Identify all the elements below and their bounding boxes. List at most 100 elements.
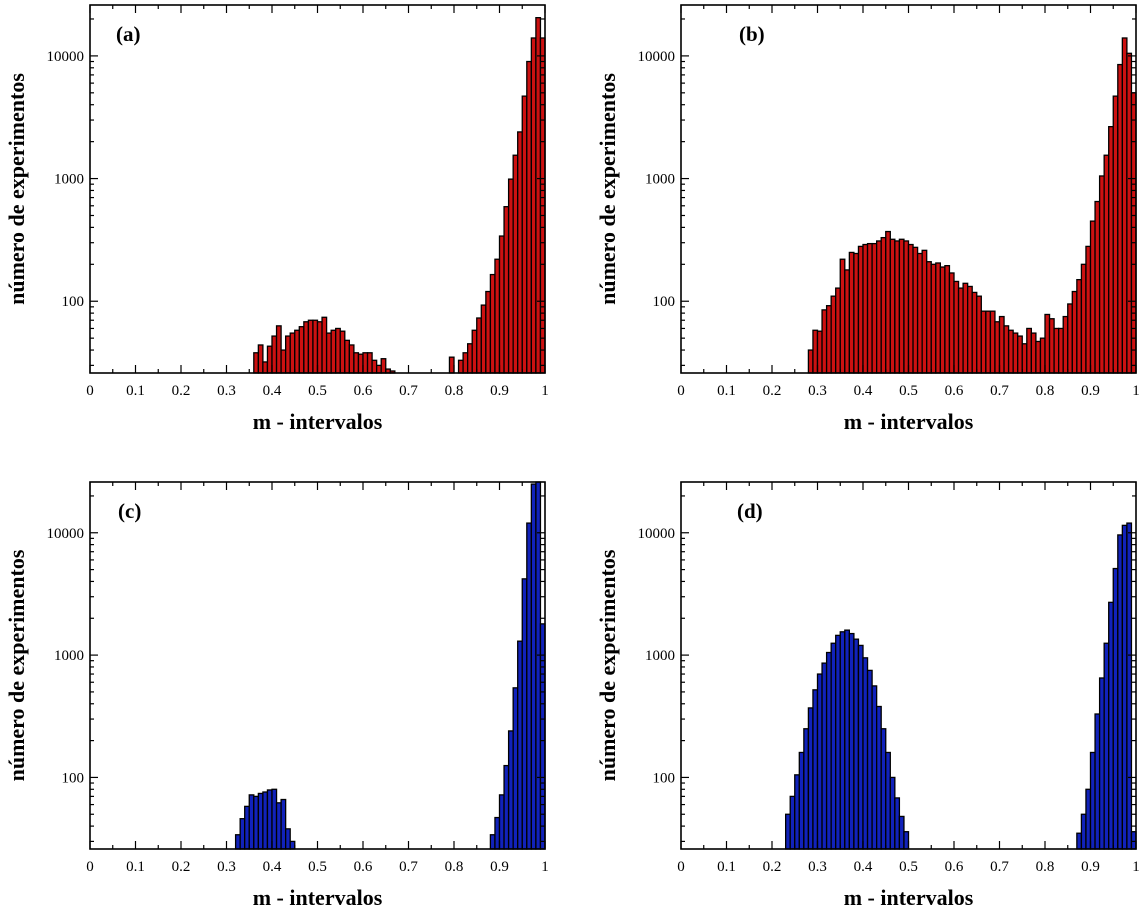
bar bbox=[807, 349, 814, 374]
bar bbox=[894, 240, 901, 374]
bar bbox=[1080, 263, 1087, 374]
bars bbox=[253, 17, 546, 374]
x-tick-label: 0.9 bbox=[1081, 383, 1100, 399]
bar bbox=[1098, 677, 1105, 850]
bar bbox=[266, 789, 273, 850]
x-tick-label: 1 bbox=[541, 859, 549, 875]
bar bbox=[785, 813, 791, 850]
bar bbox=[794, 774, 800, 850]
bar bbox=[912, 246, 919, 374]
bar bbox=[535, 481, 542, 850]
bar bbox=[489, 834, 496, 850]
bar bbox=[1071, 290, 1078, 374]
x-tick-label: 0.8 bbox=[445, 859, 464, 875]
y-tick-label: 10000 bbox=[638, 526, 676, 542]
bar bbox=[853, 638, 860, 850]
panel-label: (a) bbox=[116, 22, 141, 46]
y-tick-label: 1000 bbox=[645, 648, 675, 664]
bar bbox=[857, 644, 864, 850]
x-tick-label: 0.7 bbox=[399, 383, 418, 399]
x-axis: 0 0.1 0.2 0.3 0.4 0.5 0.6 0.7 0.8 0.9 1 bbox=[86, 5, 549, 399]
bar bbox=[998, 315, 1005, 374]
y-axis-title: número de experimentos bbox=[4, 549, 29, 781]
bar bbox=[898, 815, 905, 850]
x-tick-label: 1 bbox=[1132, 859, 1140, 875]
panel-d: 0 0.1 0.2 0.3 0.4 0.5 0.6 0.7 0.8 0.9 1 100 1000 1000… bbox=[595, 481, 1140, 910]
x-tick-label: 0.4 bbox=[263, 859, 282, 875]
bar bbox=[866, 669, 873, 850]
bar bbox=[789, 795, 796, 850]
x-tick-label: 0.5 bbox=[899, 383, 918, 399]
bar bbox=[948, 272, 955, 374]
bar bbox=[375, 364, 382, 374]
x-axis-title: m - intervalos bbox=[844, 409, 974, 434]
bar bbox=[967, 285, 973, 374]
x-tick-label: 0.3 bbox=[808, 859, 827, 875]
x-axis-title: m - intervalos bbox=[844, 885, 974, 910]
bar bbox=[1126, 52, 1133, 374]
bar bbox=[498, 235, 505, 374]
bar bbox=[1094, 200, 1101, 374]
y-axis: 100 1000 10000 bbox=[47, 18, 545, 366]
bar bbox=[353, 352, 360, 374]
bar bbox=[303, 321, 310, 374]
bar bbox=[1094, 713, 1101, 850]
bar bbox=[830, 295, 837, 374]
bar bbox=[526, 522, 532, 850]
bar bbox=[1039, 337, 1046, 374]
bar bbox=[284, 335, 291, 374]
bar bbox=[1126, 522, 1133, 850]
bar bbox=[880, 236, 887, 374]
bar bbox=[857, 245, 864, 374]
bar bbox=[1007, 329, 1014, 374]
x-tick-label: 0.6 bbox=[945, 859, 964, 875]
bar bbox=[457, 359, 464, 374]
bar bbox=[1026, 327, 1033, 374]
bar bbox=[825, 305, 832, 374]
bar bbox=[844, 269, 850, 374]
bar bbox=[494, 816, 501, 850]
panel-b: 0 0.1 0.2 0.3 0.4 0.5 0.6 0.7 0.8 0.9 1 100 1000 1000… bbox=[595, 4, 1140, 434]
bar bbox=[1044, 313, 1051, 374]
bars bbox=[807, 37, 1137, 374]
bar bbox=[898, 238, 905, 374]
x-tick-label: 0.8 bbox=[1036, 383, 1055, 399]
x-tick-label: 0.2 bbox=[172, 383, 191, 399]
bar bbox=[348, 344, 355, 374]
bar bbox=[1085, 788, 1092, 850]
bar bbox=[289, 840, 296, 850]
bar bbox=[812, 329, 819, 374]
bar bbox=[253, 352, 260, 374]
bar bbox=[939, 266, 946, 374]
bar bbox=[362, 352, 369, 374]
bar bbox=[935, 262, 941, 374]
plot-frame bbox=[89, 481, 546, 850]
bar bbox=[816, 330, 823, 374]
bar bbox=[1108, 126, 1114, 374]
bar bbox=[903, 831, 910, 850]
x-tick-label: 0 bbox=[86, 383, 94, 399]
x-tick-label: 0.6 bbox=[945, 383, 964, 399]
y-tick-label: 1000 bbox=[645, 172, 675, 188]
bar bbox=[380, 358, 387, 374]
x-tick-label: 0.7 bbox=[990, 383, 1009, 399]
bar bbox=[366, 352, 373, 374]
bar bbox=[485, 290, 492, 374]
x-tick-label: 0.1 bbox=[717, 383, 736, 399]
bar bbox=[1035, 340, 1042, 374]
bar bbox=[862, 657, 869, 850]
bar bbox=[930, 263, 937, 374]
x-tick-label: 0.9 bbox=[490, 383, 509, 399]
bar bbox=[476, 317, 482, 374]
bar bbox=[889, 238, 896, 374]
bar bbox=[271, 335, 278, 374]
bar bbox=[257, 792, 264, 850]
bar bbox=[976, 295, 982, 374]
bar bbox=[507, 730, 514, 850]
y-axis-title: número de experimentos bbox=[595, 73, 620, 305]
bar bbox=[894, 797, 901, 850]
bar bbox=[985, 310, 992, 374]
bar bbox=[821, 662, 828, 850]
bar bbox=[871, 685, 878, 850]
y-axis-title: número de experimentos bbox=[4, 73, 29, 305]
